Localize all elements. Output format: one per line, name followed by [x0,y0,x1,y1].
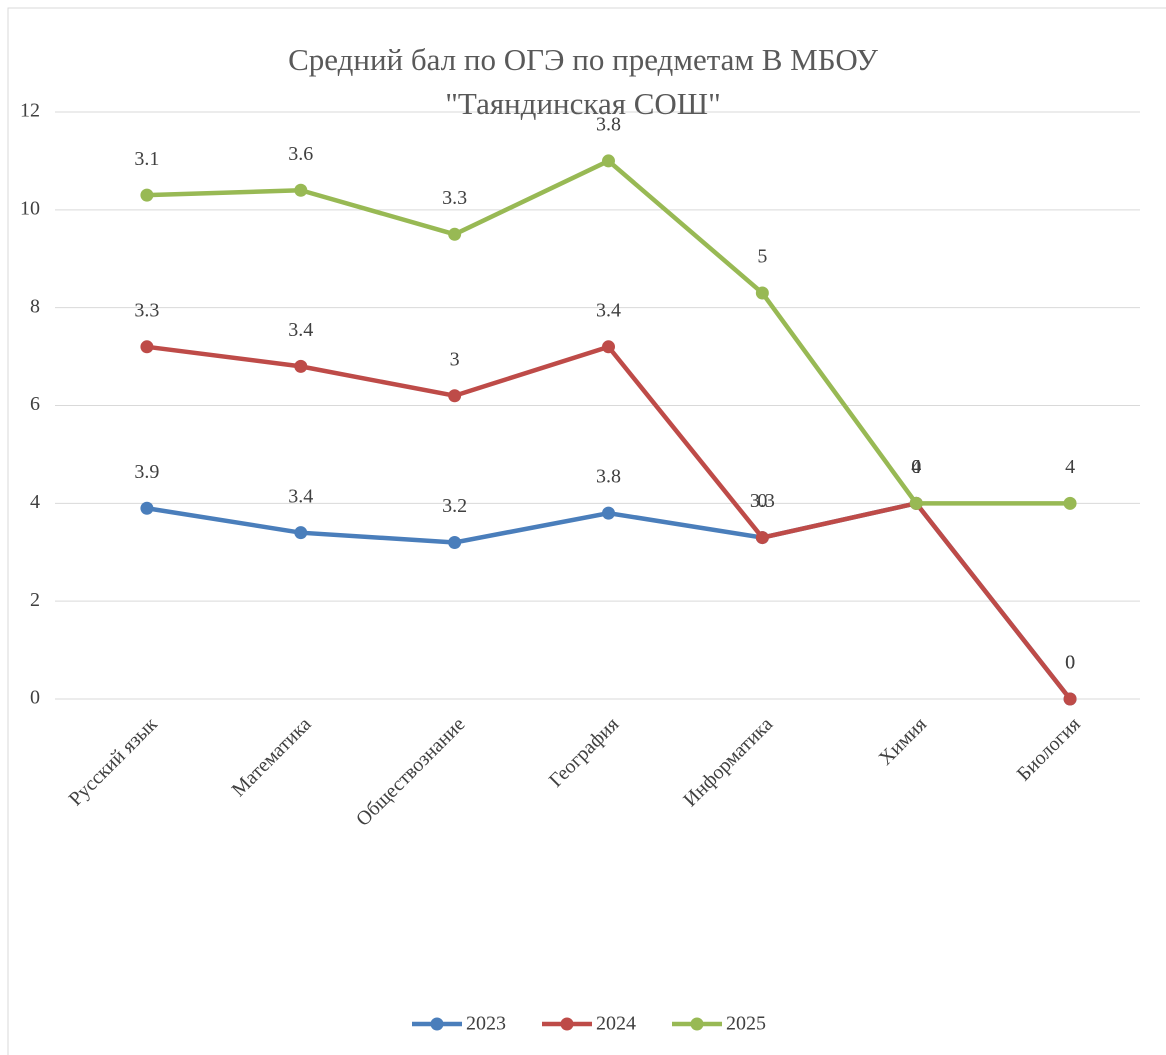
data-point [1063,692,1077,706]
chart-border [7,7,1166,1055]
legend-label: 2025 [726,1013,766,1035]
x-tick-label: География [545,713,623,791]
data-label: 3.3 [134,299,159,321]
y-tick-label: 4 [30,491,40,513]
data-point [755,531,769,545]
legend-label: 2023 [466,1013,506,1035]
data-point [1063,496,1077,510]
x-tick-label: Математика [228,713,316,801]
data-label: 0 [757,490,767,512]
data-point [294,359,308,373]
data-label: 5 [757,246,767,268]
data-label: 3.3 [750,490,775,512]
series-line [146,158,1071,506]
data-label: 3.1 [134,148,159,170]
y-tick-label: 10 [20,197,40,219]
legend-label: 2024 [596,1013,636,1035]
data-point [755,286,769,300]
data-point [602,154,615,168]
y-tick-label: 6 [30,393,40,415]
legend-marker [560,1017,574,1031]
x-tick-label: Обществознание [352,713,470,831]
data-point [140,501,154,515]
data-label: 3.8 [596,466,621,488]
data-label: 3.8 [596,114,621,136]
x-tick-label: Биология [1013,713,1085,785]
data-point [448,389,462,403]
data-point [294,183,308,197]
legend-marker [430,1017,444,1031]
data-label: 4 [911,456,921,478]
y-tick-label: 12 [20,100,40,122]
legend-marker [690,1017,704,1031]
data-label: 3.3 [442,187,467,209]
chart-title: Средний бал по ОГЭ по предметам В МБОУ "… [288,42,878,121]
data-point [602,506,615,520]
y-tick-label: 2 [30,589,40,611]
data-point [140,188,154,202]
data-label: 0 [1065,652,1075,674]
data-label: 0 [911,456,921,478]
data-point [448,227,462,241]
data-point [602,340,615,354]
data-label: 3.2 [442,495,467,517]
data-label: 4 [1065,456,1075,478]
series-line [146,344,1072,701]
data-label: 3.4 [288,319,313,341]
y-tick-label: 0 [30,687,40,709]
data-label: 3.9 [134,461,159,483]
data-label: 0 [1065,652,1075,674]
data-label: 3.4 [288,485,313,507]
data-label: 3.6 [288,143,313,165]
x-tick-label: Информатика [679,713,777,811]
data-point [140,340,154,354]
data-point [909,496,923,510]
y-tick-label: 8 [30,295,40,317]
data-label: 0 [911,456,921,478]
data-point [294,526,308,540]
data-point [448,535,462,549]
x-tick-label: Русский язык [65,713,162,810]
data-label: 3 [450,348,460,370]
x-tick-label: Химия [875,713,931,769]
data-label: 3.4 [596,299,621,321]
